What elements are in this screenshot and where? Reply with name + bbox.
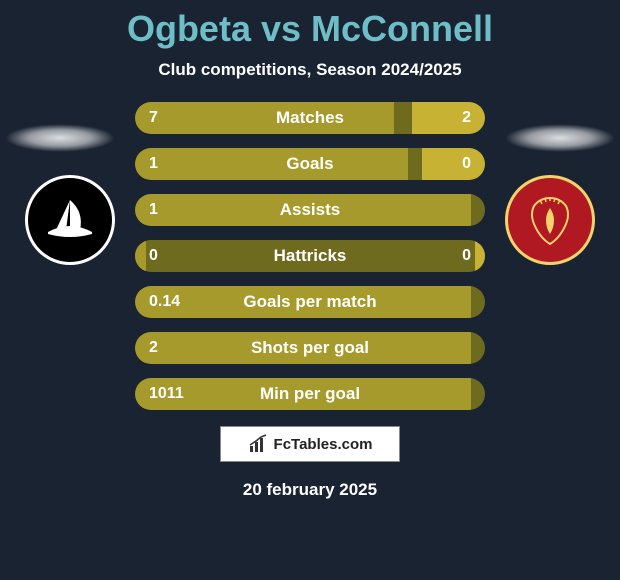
plymouth-crest-icon <box>40 190 100 250</box>
bar-label: Matches <box>135 102 485 134</box>
bar-label: Min per goal <box>135 378 485 410</box>
watermark-label: FcTables.com <box>274 436 373 453</box>
team-crest-left <box>25 175 115 265</box>
liverpool-crest-icon <box>520 190 580 250</box>
bar-label: Assists <box>135 194 485 226</box>
date-label: 20 february 2025 <box>0 480 620 500</box>
stat-bar: 10Goals <box>135 148 485 180</box>
bar-label: Hattricks <box>135 240 485 272</box>
stat-bar: 1011Min per goal <box>135 378 485 410</box>
bar-label: Goals per match <box>135 286 485 318</box>
stat-bar: 72Matches <box>135 102 485 134</box>
stat-bar: 1Assists <box>135 194 485 226</box>
page-subtitle: Club competitions, Season 2024/2025 <box>0 60 620 80</box>
stat-bar: 0.14Goals per match <box>135 286 485 318</box>
stat-bar: 00Hattricks <box>135 240 485 272</box>
stats-bars: 72Matches 10Goals 1Assists 00Hattricks 0.14G… <box>135 102 485 410</box>
watermark[interactable]: FcTables.com <box>220 426 400 462</box>
player-shadow-left <box>5 124 115 152</box>
bar-label: Goals <box>135 148 485 180</box>
team-crest-right <box>505 175 595 265</box>
page-title: Ogbeta vs McConnell <box>0 8 620 50</box>
bar-label: Shots per goal <box>135 332 485 364</box>
stat-bar: 2Shots per goal <box>135 332 485 364</box>
chart-icon <box>248 434 268 454</box>
player-shadow-right <box>505 124 615 152</box>
